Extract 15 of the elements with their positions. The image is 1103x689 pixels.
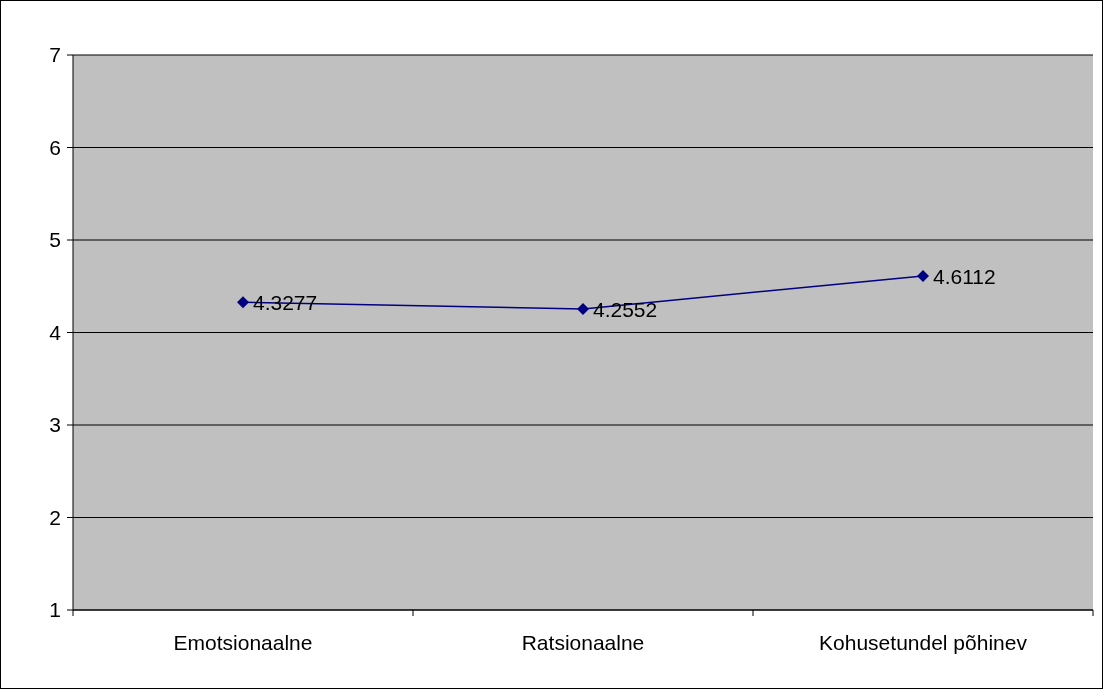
point bbox=[237, 296, 249, 309]
y-tick-label: 3 bbox=[49, 413, 61, 436]
x-tick-label: Ratsionaalne bbox=[521, 631, 645, 654]
data-label: 4.6112 bbox=[933, 264, 996, 288]
x-tick-label: Emotsionaalne bbox=[173, 631, 313, 654]
y-tick-label: 5 bbox=[49, 228, 61, 251]
y-tick-label: 6 bbox=[49, 135, 61, 159]
y-tick-label: 4 bbox=[49, 320, 62, 344]
point bbox=[577, 302, 589, 315]
x-tick-label: Kohusetundel põhinev bbox=[819, 631, 1028, 654]
y-tick-label: 7 bbox=[49, 43, 61, 66]
data-label: 4.2552 bbox=[593, 297, 658, 321]
y-tick-label: 2 bbox=[49, 505, 61, 529]
y-tick-label: 1 bbox=[49, 598, 61, 621]
point bbox=[917, 269, 929, 282]
